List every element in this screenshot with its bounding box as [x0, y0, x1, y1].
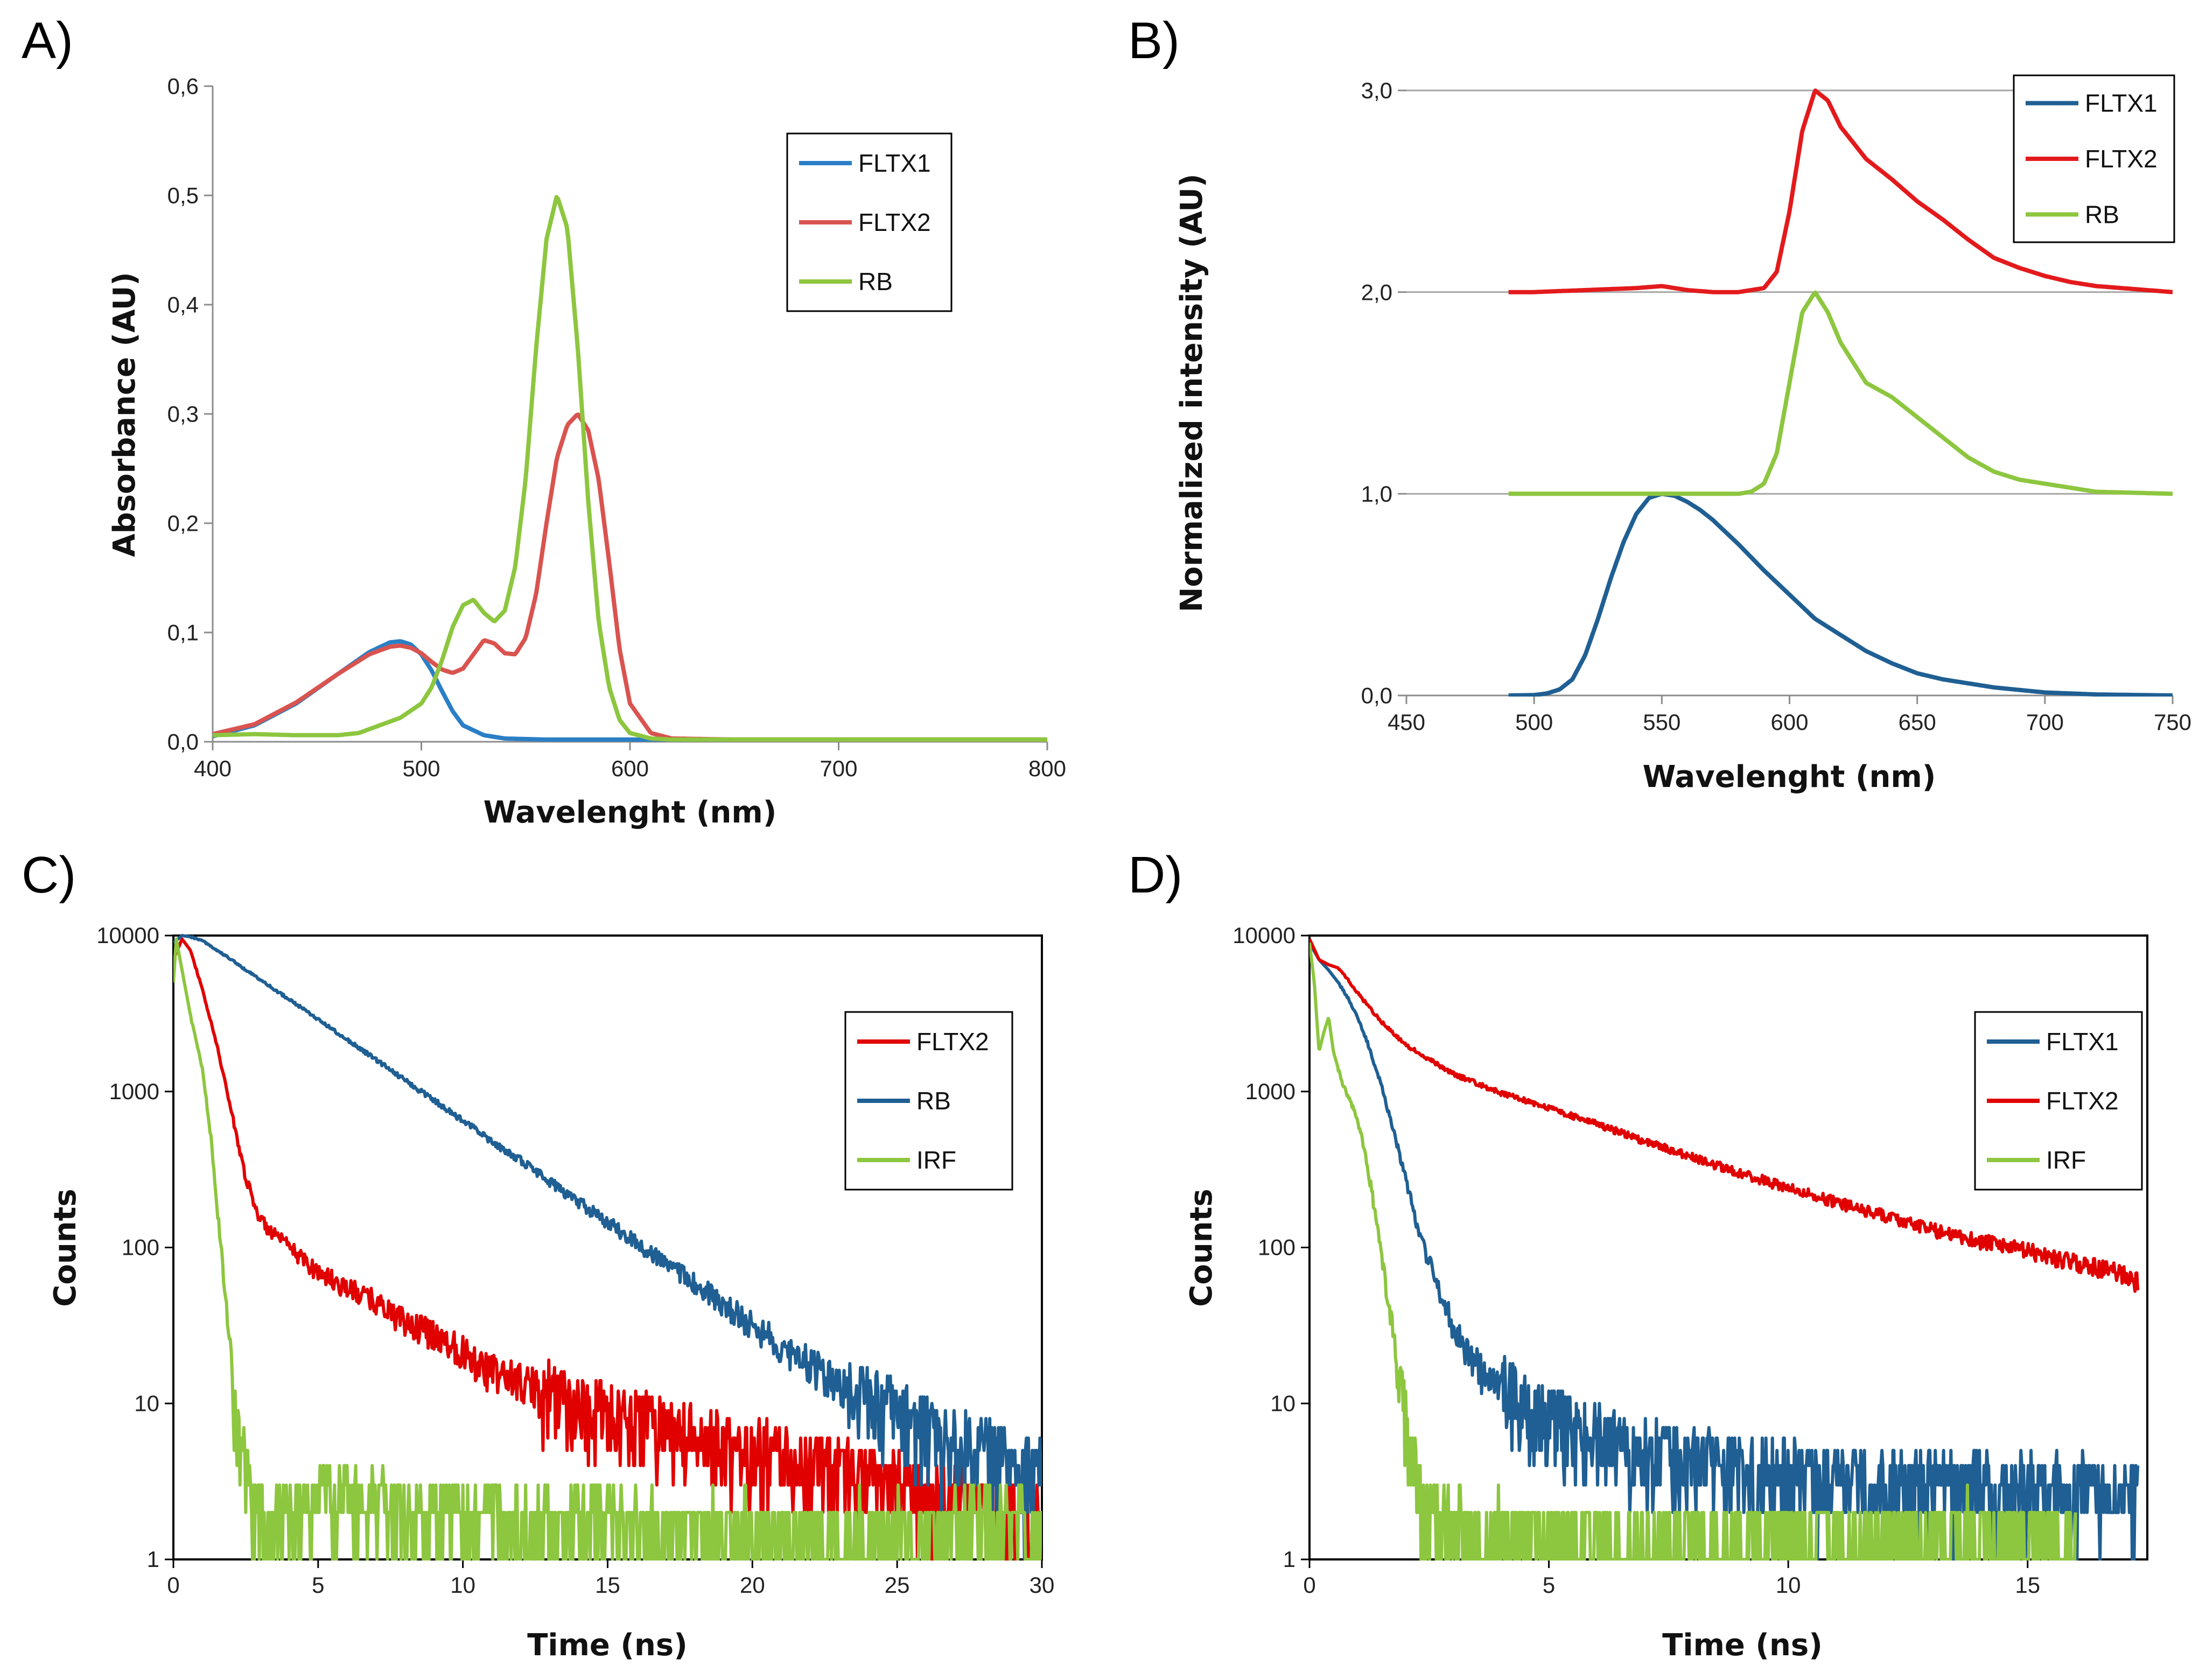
y-tick-label: 1,0 — [1361, 481, 1392, 507]
x-tick-label: 800 — [1028, 756, 1066, 781]
y-tick-label: 2,0 — [1361, 279, 1392, 305]
x-tick-label: 600 — [611, 756, 649, 781]
panel-letter: C) — [22, 846, 76, 904]
panel-letter: D) — [1128, 846, 1182, 904]
x-tick-label: 15 — [595, 1572, 620, 1598]
y-tick-label: 10 — [134, 1390, 159, 1416]
x-tick-label: 0 — [1303, 1572, 1315, 1598]
y-tick-label: 0,6 — [167, 74, 199, 99]
legend-label: IRF — [2046, 1146, 2086, 1174]
legend-label: IRF — [916, 1146, 956, 1174]
legend-label: FLTX1 — [2085, 89, 2158, 117]
series-line-irf — [173, 937, 1042, 1560]
series-line-fltx1 — [1309, 941, 2140, 1560]
y-tick-label: 3,0 — [1361, 78, 1392, 103]
x-tick-label: 400 — [194, 756, 232, 781]
y-tick-label: 0,0 — [167, 729, 199, 755]
x-tick-label: 25 — [885, 1572, 910, 1598]
y-tick-label: 1000 — [109, 1079, 159, 1104]
y-tick-label: 0,2 — [167, 511, 199, 536]
x-axis-title: Wavelenght (nm) — [1643, 760, 1936, 795]
x-tick-label: 700 — [820, 756, 857, 781]
legend-label: FLTX1 — [858, 149, 931, 177]
y-axis-title: Absorbance (AU) — [107, 272, 142, 557]
y-axis-title: Counts — [1184, 1189, 1219, 1306]
legend-label: FLTX2 — [2085, 145, 2158, 173]
y-tick-label: 10000 — [96, 923, 159, 948]
legend-label: RB — [858, 268, 893, 296]
y-tick-label: 0,4 — [167, 292, 199, 318]
y-tick-label: 0,0 — [1361, 683, 1392, 708]
x-axis-title: Time (ns) — [1662, 1628, 1823, 1663]
legend-label: FLTX2 — [858, 208, 931, 236]
x-tick-label: 700 — [2026, 709, 2064, 735]
series-line-rb — [173, 934, 1042, 1560]
series-line-rb — [213, 195, 1047, 742]
x-tick-label: 10 — [450, 1572, 475, 1598]
x-tick-label: 450 — [1388, 709, 1425, 735]
series-line-rb — [1508, 290, 2173, 496]
y-tick-label: 0,3 — [167, 402, 199, 427]
x-axis-title: Wavelenght (nm) — [484, 795, 777, 830]
legend-label: RB — [2085, 200, 2119, 228]
legend-label: RB — [916, 1087, 951, 1115]
x-tick-label: 550 — [1643, 709, 1680, 735]
panel-letter: B) — [1128, 12, 1180, 69]
y-tick-label: 1 — [1283, 1547, 1295, 1572]
chart-panel-4: D) 0 5 10 15 1 10 100 1000 10000 Time (ns) Counts FL… — [1128, 846, 2148, 1663]
y-axis-title: Normalized intensity (AU) — [1174, 174, 1209, 613]
series-line-fltx1 — [1508, 491, 2173, 697]
x-axis-title: Time (ns) — [527, 1628, 688, 1663]
chart-panel-2: B) 450 500 550 600 650 700 750 0,0 1,0 2,0 3,0 Wavel… — [1128, 12, 2191, 795]
y-tick-label: 0,1 — [167, 620, 199, 645]
series-line-fltx1 — [213, 639, 1047, 742]
x-tick-label: 10 — [1776, 1572, 1801, 1598]
x-tick-label: 500 — [1515, 709, 1553, 735]
x-tick-label: 15 — [2015, 1572, 2040, 1598]
y-tick-label: 0,5 — [167, 183, 199, 208]
legend-label: FLTX1 — [2046, 1028, 2119, 1056]
panel-letter: A) — [22, 12, 73, 69]
series-line-fltx2 — [1309, 938, 2140, 1293]
x-tick-label: 750 — [2154, 709, 2191, 735]
chart-panel-3: C) 0 5 10 15 20 25 30 1 10 100 1000 10000 Time (ns) Co… — [22, 846, 1054, 1663]
series-line-fltx2 — [213, 412, 1047, 742]
y-tick-label: 1000 — [1245, 1079, 1295, 1104]
y-tick-label: 10000 — [1232, 923, 1295, 948]
x-tick-label: 5 — [1543, 1572, 1555, 1598]
x-tick-label: 650 — [1899, 709, 1936, 735]
series-line-fltx2 — [1508, 88, 2173, 294]
chart-panel-1: A) 400 500 600 700 800 0,0 0,1 0,2 0,3 0,4 0,5 0,6 Wa… — [22, 12, 1066, 830]
legend-label: FLTX2 — [916, 1028, 989, 1056]
x-tick-label: 500 — [402, 756, 440, 781]
x-tick-label: 30 — [1030, 1572, 1055, 1598]
y-tick-label: 100 — [122, 1235, 159, 1260]
x-tick-label: 600 — [1770, 709, 1808, 735]
x-tick-label: 20 — [740, 1572, 765, 1598]
y-tick-label: 100 — [1258, 1235, 1295, 1260]
x-tick-label: 5 — [312, 1572, 324, 1598]
x-tick-label: 0 — [167, 1572, 179, 1598]
series-line-irf — [1309, 942, 2077, 1560]
y-axis-title: Counts — [48, 1189, 83, 1306]
y-tick-label: 10 — [1270, 1390, 1295, 1416]
legend-label: FLTX2 — [2046, 1087, 2119, 1115]
y-tick-label: 1 — [147, 1547, 159, 1572]
